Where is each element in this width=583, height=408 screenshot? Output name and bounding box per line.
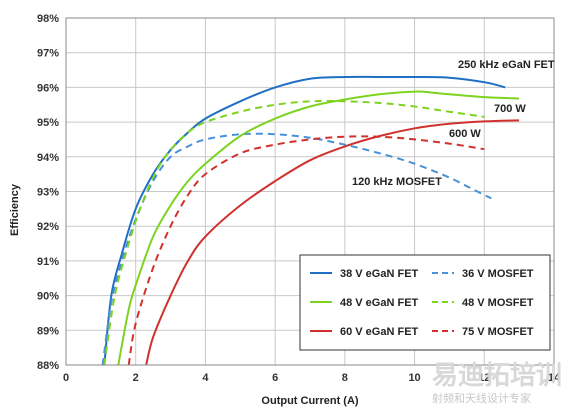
y-tick-label: 91% (37, 256, 59, 268)
y-tick-label: 95% (37, 117, 59, 129)
y-tick-label: 97% (37, 48, 59, 60)
x-tick-label: 10 (408, 372, 420, 384)
watermark: 易迪拓培训 射频和天线设计专家 (432, 361, 562, 405)
annotation-250khz: 250 kHz eGaN FET (458, 59, 555, 71)
legend-label-4: 60 V eGaN FET (340, 326, 419, 338)
series-line-1 (101, 132, 492, 366)
y-axis-title: Efficiency (9, 183, 21, 236)
y-tick-label: 92% (37, 221, 59, 233)
y-tick-label: 96% (37, 82, 59, 94)
y-tick-label: 90% (37, 291, 59, 303)
y-tick-label: 93% (37, 187, 59, 199)
legend-label-2: 48 V eGaN FET (340, 297, 419, 309)
annotation-700w: 700 W (494, 103, 526, 115)
y-tick-label: 88% (37, 360, 59, 372)
legend-label-0: 38 V eGaN FET (340, 268, 419, 280)
x-tick-label: 12 (478, 372, 490, 384)
plot-frame (65, 17, 555, 366)
x-axis-title: Output Current (A) (261, 395, 358, 407)
y-tick-label: 89% (37, 325, 59, 337)
x-tick-labels: 0 2 4 6 8 10 12 14 (63, 372, 561, 384)
y-tick-labels: 88% 89% 90% 91% 92% 93% 94% 95% 96% 97% 98% (37, 13, 59, 372)
series-line-4 (145, 119, 520, 366)
annotation-600w: 600 W (449, 128, 481, 140)
watermark-title: 易迪拓培训 (432, 361, 562, 391)
y-tick-label: 98% (37, 13, 59, 25)
x-tick-label: 4 (202, 372, 209, 384)
x-tick-label: 2 (133, 372, 139, 384)
legend: 38 V eGaN FET 36 V MOSFET 48 V eGaN FET 48 … (299, 254, 551, 351)
legend-label-5: 75 V MOSFET (462, 326, 534, 338)
x-tick-label: 6 (272, 372, 278, 384)
legend-box (299, 254, 551, 351)
x-tick-label: 8 (342, 372, 348, 384)
annotation-120khz: 120 kHz MOSFET (352, 176, 442, 188)
watermark-subtitle: 射频和天线设计专家 (432, 391, 531, 405)
x-tick-label: 14 (548, 372, 561, 384)
x-tick-label: 0 (63, 372, 69, 384)
y-tick-label: 94% (37, 152, 59, 164)
series-line-2 (117, 90, 520, 366)
series-line-5 (127, 135, 485, 366)
legend-label-1: 36 V MOSFET (462, 268, 534, 280)
series-lines (101, 75, 520, 366)
legend-label-3: 48 V MOSFET (462, 297, 534, 309)
series-line-0 (103, 75, 506, 366)
